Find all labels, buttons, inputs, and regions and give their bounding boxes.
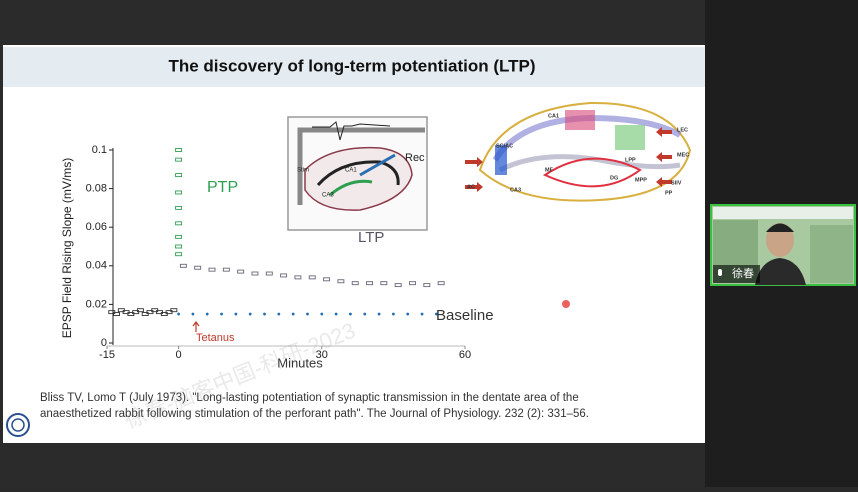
annotation: LTP: [358, 229, 384, 246]
figure-label: Rec: [405, 152, 425, 164]
data-point: [334, 312, 338, 316]
data-point: [394, 283, 402, 288]
x-tick-label: 60: [459, 349, 471, 361]
data-point: [434, 312, 438, 316]
figure-label: SIIV: [671, 180, 682, 186]
citation-line: Bliss TV, Lomo T (July 1973). "Long-last…: [40, 392, 579, 404]
data-point: [175, 148, 183, 152]
figure-right: [460, 97, 700, 207]
y-tick-label: 0.04: [86, 260, 107, 272]
figure-label: AC: [467, 184, 475, 190]
x-tick-label: 30: [316, 349, 328, 361]
data-point: [263, 312, 266, 316]
x-tick-label: -15: [99, 349, 115, 361]
data-point: [175, 205, 183, 210]
tetanus-arrow: [192, 321, 200, 332]
y-tick-label: 0.1: [92, 144, 107, 156]
data-point: [175, 244, 183, 249]
title-bar: [3, 47, 705, 87]
x-axis-label: Minutes: [277, 355, 323, 370]
data-point: [437, 281, 445, 286]
data-point: [308, 275, 316, 280]
data-point: [392, 312, 395, 316]
chart: 00.020.040.060.080.1-15 0 30 60MinutesEPSP …: [60, 144, 493, 371]
y-tick-label: 0.06: [86, 221, 107, 233]
logo: [6, 413, 30, 437]
annotation: Tetanus: [196, 332, 235, 344]
y-tick-label: 0.02: [86, 298, 107, 310]
figure-label: Stim: [297, 168, 309, 174]
data-point: [280, 273, 288, 278]
data-point: [291, 312, 295, 316]
data-point: [248, 312, 252, 316]
figure-label: CA3: [510, 187, 521, 193]
data-point: [306, 312, 309, 316]
figure-label: SC/AC: [496, 143, 513, 149]
figure-label: LEC: [677, 127, 688, 133]
figure-label: LPP: [625, 157, 636, 163]
data-point: [363, 312, 367, 316]
figure-left: [287, 116, 428, 231]
data-point: [337, 279, 345, 284]
y-tick-label: 0: [101, 337, 107, 349]
slide-title: The discovery of long-term potentiation …: [168, 56, 535, 75]
data-point: [194, 265, 202, 270]
data-point: [191, 312, 195, 316]
data-point: [220, 312, 223, 316]
data-point: [113, 312, 120, 316]
data-point: [265, 271, 273, 276]
data-point: [175, 252, 183, 257]
figure-label: PP: [665, 190, 673, 196]
data-point: [409, 281, 416, 286]
figure-label: CA1: [345, 168, 357, 174]
data-point: [175, 221, 183, 226]
data-point: [177, 312, 181, 316]
data-point: [351, 281, 359, 286]
figure-label: DG: [610, 175, 618, 181]
data-point: [294, 275, 302, 280]
citation-line: anaesthetized rabbit following stimulati…: [40, 408, 589, 420]
data-point: [423, 283, 431, 288]
figure-label: CA3: [322, 193, 334, 199]
data-point: [234, 312, 238, 316]
data-point: [251, 271, 259, 276]
participant-name: 徐春: [732, 266, 754, 280]
data-point: [320, 312, 324, 316]
annotation: Baseline: [436, 307, 494, 324]
data-point: [277, 312, 281, 316]
data-point: [175, 173, 183, 178]
y-tick-label: 0.08: [86, 183, 107, 195]
x-tick-label: 0: [176, 349, 182, 361]
data-point: [205, 312, 209, 316]
data-point: [136, 308, 144, 313]
data-point: [208, 267, 216, 272]
laser-pointer: [562, 300, 570, 308]
figure-label: MPP: [635, 177, 647, 183]
data-point: [420, 312, 424, 316]
data-point: [175, 234, 183, 239]
data-point: [170, 308, 178, 313]
data-point: [377, 312, 381, 316]
data-point: [323, 277, 331, 282]
annotation: PTP: [207, 179, 238, 196]
y-axis-label: EPSP Field Rising Slope (mV/ms): [60, 158, 74, 339]
data-point: [380, 281, 388, 286]
data-point: [349, 312, 352, 316]
data-point: [175, 190, 183, 195]
logo-inner: [11, 418, 25, 432]
data-point: [179, 263, 187, 268]
figure-labels: Rec Stim CA1 CA3 CA1 SC/AC CA3 AC MF DG LPP MPP PP LE…: [297, 113, 689, 198]
data-point: [366, 281, 373, 286]
data-point: [222, 267, 230, 272]
video-tile[interactable]: 徐春: [710, 204, 856, 286]
data-point: [237, 269, 245, 274]
data-point: [406, 312, 410, 316]
figure-label: CA1: [548, 113, 559, 119]
figure-label: MEC: [677, 152, 689, 158]
data-point: [175, 157, 183, 162]
figure-label: MF: [545, 167, 554, 173]
